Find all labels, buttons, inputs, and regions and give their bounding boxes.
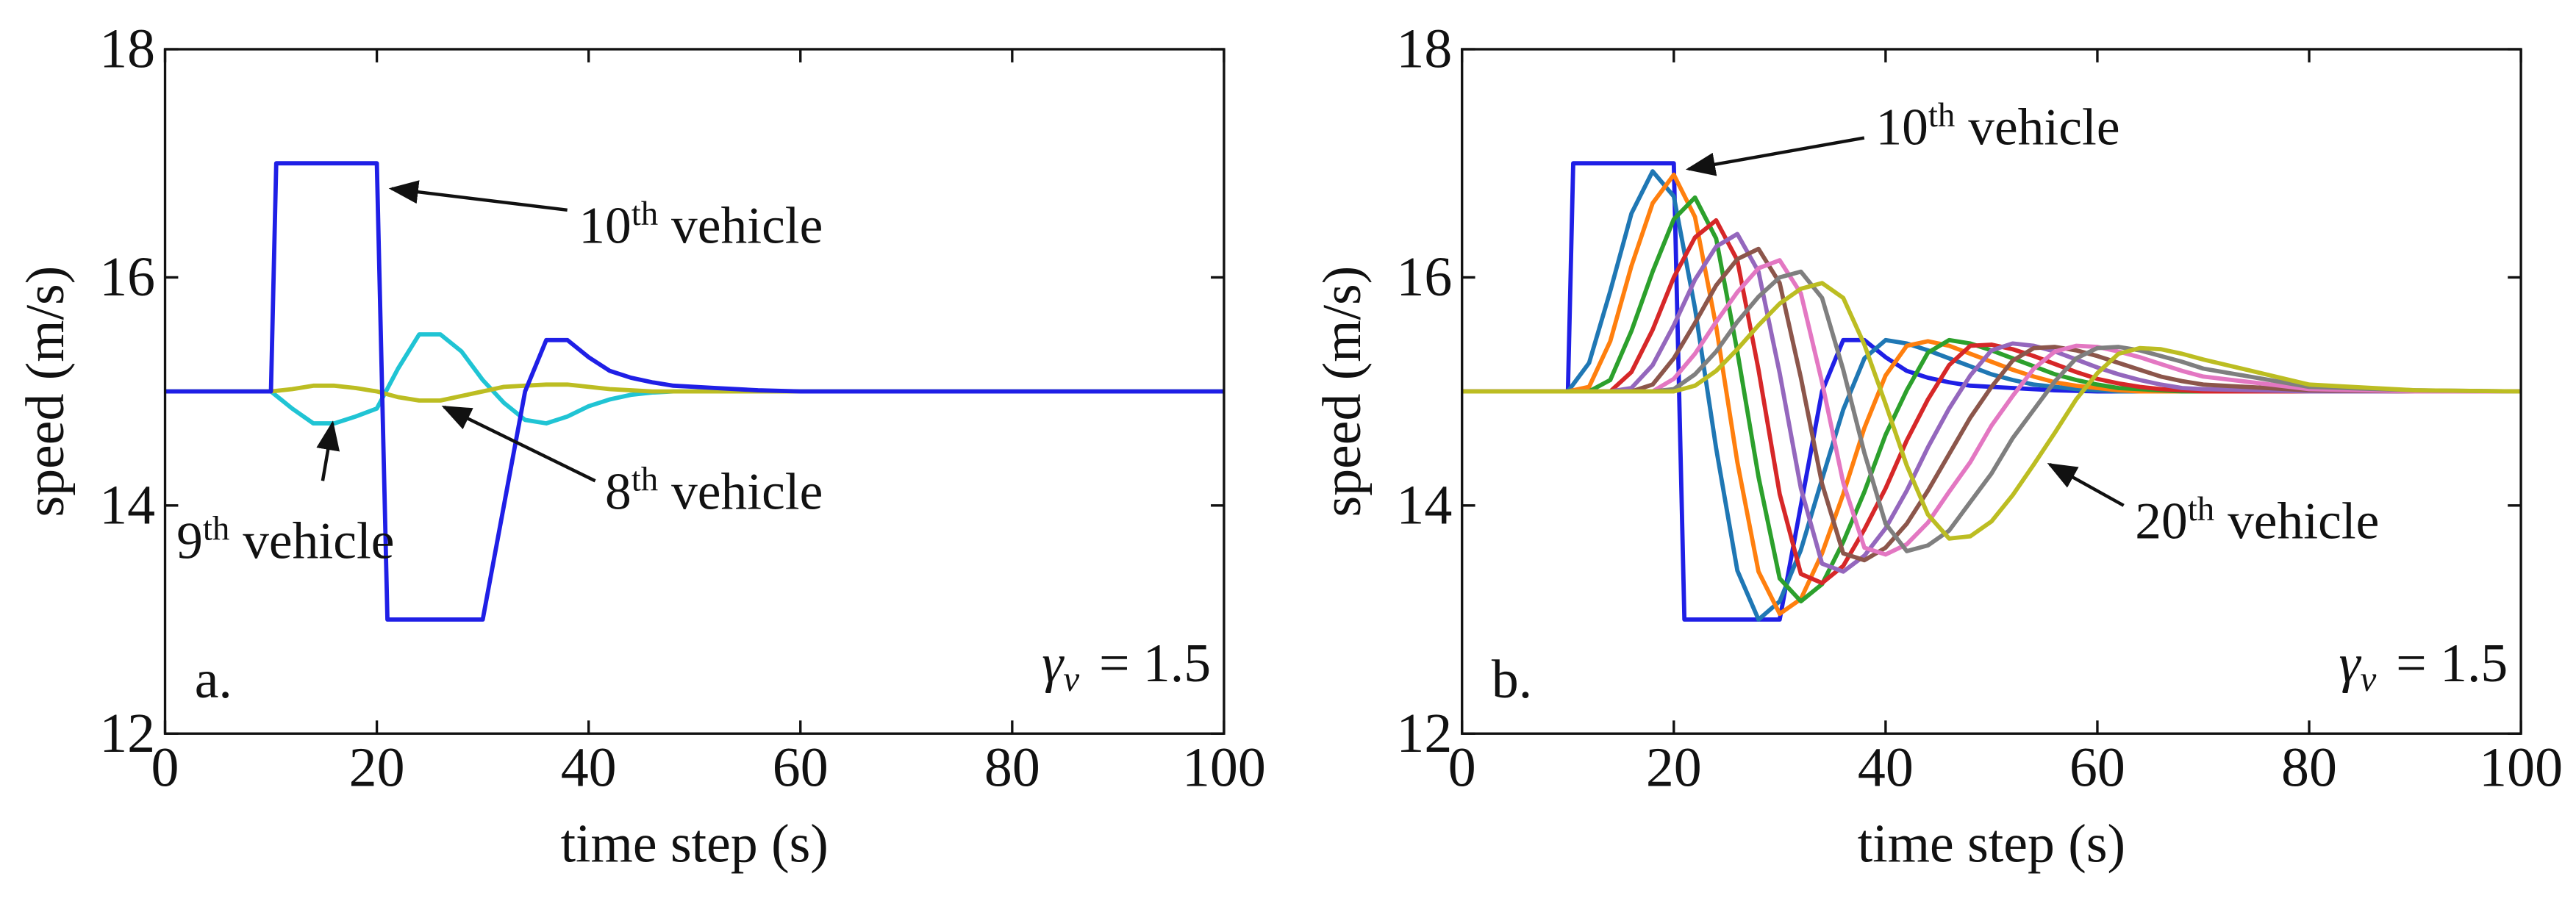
y-tick-label: 14 xyxy=(1396,474,1452,536)
annotation-text: vehicle xyxy=(243,511,394,570)
annotation: 8th vehicle xyxy=(605,461,823,521)
x-tick-label: 80 xyxy=(2281,737,2337,799)
annotation-arrow xyxy=(441,405,596,483)
series-line xyxy=(1461,281,2522,541)
series-line xyxy=(165,161,1224,622)
y-tick-label: 16 xyxy=(1396,246,1452,308)
x-tick-label: 60 xyxy=(2069,737,2125,799)
annotation-suffix: th xyxy=(632,461,658,499)
x-tick-label: 60 xyxy=(773,737,829,799)
panel-label: b. xyxy=(1492,649,1532,709)
x-tick-label: 100 xyxy=(2479,737,2563,799)
annotation-text: vehicle xyxy=(671,197,823,255)
annotation: 9th vehicle xyxy=(176,510,394,570)
series-line xyxy=(165,332,1224,426)
x-axis-label: time step (s) xyxy=(561,813,829,873)
annotation-number: 10 xyxy=(579,197,631,255)
gamma-value: = 1.5 xyxy=(2396,633,2508,693)
panel: 0 20 40 60 80 100 12 14 16 18 time step (s) speed (… xyxy=(1312,18,2563,874)
x-axis-label: time step (s) xyxy=(1858,813,2125,873)
x-tick-label: 100 xyxy=(1182,737,1266,799)
x-tick-label: 0 xyxy=(151,737,179,799)
annotation-number: 20 xyxy=(2135,492,2187,550)
annotation-text: vehicle xyxy=(1968,98,2119,157)
annotation: 10th vehicle xyxy=(579,195,823,255)
annotation-suffix: th xyxy=(632,195,658,233)
x-tick-label: 20 xyxy=(1646,737,1702,799)
gamma-symbol: γ xyxy=(2339,633,2361,693)
annotation-suffix: th xyxy=(1928,96,1955,134)
series-line xyxy=(1461,172,2522,617)
gamma-value: = 1.5 xyxy=(1099,633,1211,693)
x-tick-label: 80 xyxy=(984,737,1040,799)
gamma-subscript: v xyxy=(1063,658,1079,699)
plot-frame xyxy=(1461,48,2522,735)
annotation-text: vehicle xyxy=(2228,492,2379,550)
series-line xyxy=(1461,195,2522,604)
annotation-suffix: th xyxy=(2188,490,2214,528)
x-tick-label: 40 xyxy=(1858,737,1914,799)
y-tick-label: 18 xyxy=(99,18,155,80)
panel-label: a. xyxy=(195,649,232,709)
gamma-label: γv = 1.5 xyxy=(2339,633,2508,699)
annotation-arrow xyxy=(2047,463,2125,507)
x-tick-label: 0 xyxy=(1448,737,1476,799)
y-tick-label: 12 xyxy=(99,703,155,764)
annotation-number: 9 xyxy=(176,511,203,570)
gamma-symbol: γ xyxy=(1042,633,1065,693)
y-axis-label: speed (m/s) xyxy=(1312,266,1372,517)
x-tick-label: 20 xyxy=(349,737,405,799)
annotation-number: 8 xyxy=(605,462,632,520)
annotation-suffix: th xyxy=(203,510,229,548)
annotation-arrow xyxy=(388,180,568,212)
annotation: 10th vehicle xyxy=(1875,96,2119,157)
gamma-subscript: v xyxy=(2361,658,2377,699)
annotation-arrow xyxy=(1685,136,1865,176)
gamma-label: γv = 1.5 xyxy=(1042,633,1211,699)
annotation-text: vehicle xyxy=(671,462,823,520)
plot-frame xyxy=(163,48,1226,735)
annotation: 20th vehicle xyxy=(2135,490,2379,550)
y-tick-label: 14 xyxy=(99,474,155,536)
panel: 0 20 40 60 80 100 12 14 16 18 time step (s) speed (… xyxy=(15,18,1266,874)
annotation-number: 10 xyxy=(1875,98,1928,157)
y-tick-label: 12 xyxy=(1396,703,1452,764)
y-tick-label: 18 xyxy=(1396,18,1452,80)
annotation-arrow xyxy=(316,420,340,481)
series-line xyxy=(1461,169,2522,622)
y-tick-label: 16 xyxy=(99,246,155,308)
y-axis-label: speed (m/s) xyxy=(15,266,75,517)
x-tick-label: 40 xyxy=(561,737,617,799)
